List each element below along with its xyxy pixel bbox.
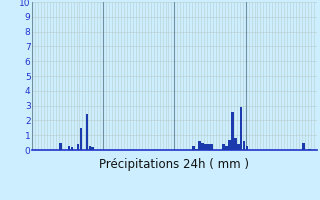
Bar [195, 149, 198, 150]
Bar [228, 140, 231, 150]
Bar [68, 146, 70, 150]
Bar [308, 149, 311, 150]
X-axis label: Précipitations 24h ( mm ): Précipitations 24h ( mm ) [100, 158, 249, 171]
Bar [222, 144, 225, 150]
Bar [204, 144, 207, 150]
Bar [201, 143, 204, 150]
Bar [80, 128, 82, 150]
Bar [77, 144, 79, 150]
Bar [207, 144, 210, 150]
Bar [240, 107, 243, 150]
Bar [89, 146, 91, 150]
Bar [302, 143, 305, 150]
Bar [246, 146, 248, 150]
Bar [198, 141, 201, 150]
Bar [237, 144, 239, 150]
Bar [192, 146, 195, 150]
Bar [85, 114, 88, 150]
Bar [71, 147, 73, 150]
Bar [243, 141, 245, 150]
Bar [92, 147, 94, 150]
Bar [59, 143, 61, 150]
Bar [234, 138, 236, 150]
Bar [210, 144, 213, 150]
Bar [225, 146, 228, 150]
Bar [231, 112, 234, 150]
